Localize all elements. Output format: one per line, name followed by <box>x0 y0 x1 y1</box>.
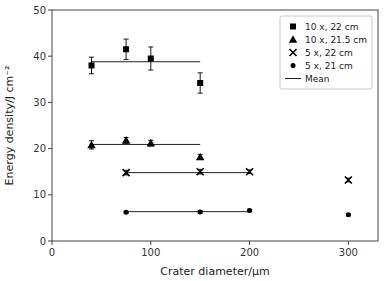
legend-label: 10 x, 22 cm <box>305 22 358 32</box>
y-tick <box>48 10 52 11</box>
data-point <box>87 141 95 149</box>
data-point <box>124 210 129 215</box>
data-point <box>346 212 351 217</box>
x-tick-label: 100 <box>141 247 160 258</box>
series <box>124 208 351 217</box>
legend-box <box>280 16 372 89</box>
x-tick-label: 0 <box>49 247 55 258</box>
data-point <box>247 208 252 213</box>
legend-marker <box>290 24 296 30</box>
data-point <box>89 62 95 68</box>
series <box>87 136 204 160</box>
legend-line <box>285 78 301 79</box>
legend-label: 10 x, 21.5 cm <box>305 35 367 45</box>
plot-frame <box>52 10 378 241</box>
legend-label: Mean <box>305 74 330 84</box>
x-tick-label: 200 <box>240 247 259 258</box>
data-point <box>147 139 155 147</box>
y-tick <box>48 102 52 103</box>
y-tick-label: 0 <box>40 236 46 247</box>
y-axis-label: Energy density/J cm⁻² <box>3 66 16 186</box>
y-tick-label: 20 <box>33 143 46 154</box>
y-tick-label: 50 <box>33 5 46 16</box>
series <box>89 39 204 93</box>
data-point <box>197 168 204 175</box>
legend: 10 x, 22 cm 10 x, 21.5 cm 5 x, 22 cm 5 x, 2… <box>280 16 372 89</box>
data-point <box>196 153 204 161</box>
y-tick-label: 40 <box>33 51 46 62</box>
y-tick <box>48 241 52 242</box>
mean-line <box>92 144 201 145</box>
x-tick <box>249 241 250 245</box>
data-point <box>345 177 352 184</box>
y-tick <box>48 148 52 149</box>
data-point <box>123 169 130 176</box>
x-tick-label: 300 <box>339 247 358 258</box>
mean-line <box>126 211 249 212</box>
series <box>123 168 352 183</box>
data-point <box>197 80 203 86</box>
legend-marker <box>290 49 297 56</box>
data-point <box>198 209 203 214</box>
error-bar <box>148 47 153 70</box>
legend-label: 5 x, 21 cm <box>305 61 353 71</box>
data-point <box>148 56 154 62</box>
data-point <box>123 46 129 52</box>
legend-marker <box>289 35 297 43</box>
x-tick <box>150 241 151 245</box>
chart: 0 100 200 300 0 10 20 30 40 50 Crater diameter/μm E… <box>0 0 388 281</box>
mean-line <box>92 61 201 62</box>
legend-marker <box>291 63 296 68</box>
y-tick-label: 30 <box>33 97 46 108</box>
data-point <box>122 136 130 144</box>
plot-marks <box>87 39 352 217</box>
y-tick <box>48 194 52 195</box>
x-tick <box>348 241 349 245</box>
mean-line <box>126 172 249 173</box>
legend-label: 5 x, 22 cm <box>305 48 353 58</box>
x-axis-label: Crater diameter/μm <box>160 265 269 278</box>
error-bar <box>89 57 94 74</box>
y-tick <box>48 56 52 57</box>
error-bar <box>124 39 129 59</box>
data-point <box>246 168 253 175</box>
error-bar <box>198 73 203 93</box>
x-tick <box>52 241 53 245</box>
y-tick-label: 10 <box>33 189 46 200</box>
